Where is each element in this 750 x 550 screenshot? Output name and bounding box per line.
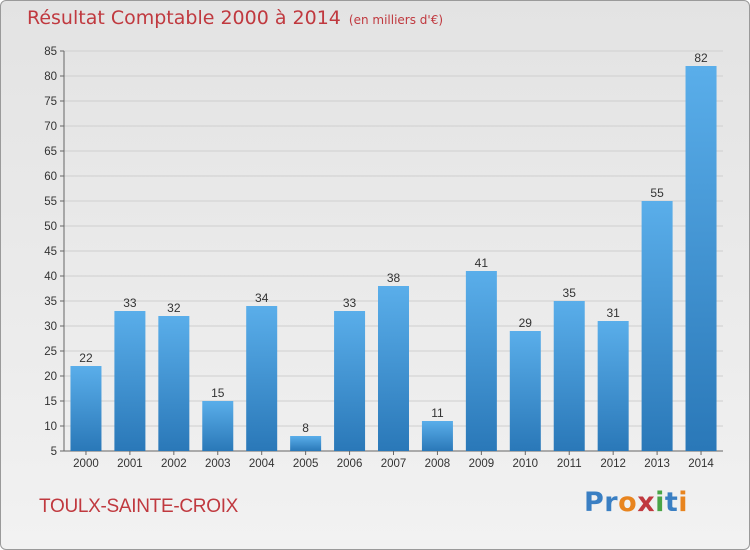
x-tick-label: 2007 xyxy=(381,458,407,470)
chart-title: Résultat Comptable 2000 à 2014 (en millie… xyxy=(27,7,443,29)
logo-letter: r xyxy=(604,487,619,518)
data-label: 33 xyxy=(343,296,357,310)
bars xyxy=(70,66,717,451)
x-tick-label: 2011 xyxy=(557,458,582,470)
bar xyxy=(597,321,629,451)
y-tick-label: 80 xyxy=(44,71,57,83)
x-tick-label: 2010 xyxy=(513,458,539,470)
y-tick-label: 15 xyxy=(44,396,57,408)
bar xyxy=(509,331,541,451)
town-name: TOULX-SAINTE-CROIX xyxy=(39,496,239,517)
data-label: 22 xyxy=(79,351,93,365)
y-tick-label: 75 xyxy=(44,96,57,108)
y-tick-label: 55 xyxy=(44,196,57,208)
proxiti-logo[interactable]: Proxiti xyxy=(584,487,688,518)
data-label: 11 xyxy=(431,406,444,420)
bar xyxy=(334,311,366,451)
y-tick-label: 60 xyxy=(44,171,57,183)
title-main: Résultat Comptable 2000 à 2014 xyxy=(27,7,341,29)
bar xyxy=(421,421,453,451)
axes: 5 10 15 20 25 30 35 40 45 50 55 60 65 70 75 80 85 2000 200… xyxy=(44,46,723,470)
x-tick-label: 2000 xyxy=(73,458,99,470)
logo-letter: o xyxy=(618,487,638,518)
x-tick-label: 2006 xyxy=(337,458,363,470)
x-tick-label: 2008 xyxy=(425,458,451,470)
data-label: 35 xyxy=(563,286,577,300)
data-label: 41 xyxy=(475,256,489,270)
logo-letter: x xyxy=(637,487,656,518)
data-label: 31 xyxy=(606,306,620,320)
logo-letter: i xyxy=(655,487,665,518)
data-label: 8 xyxy=(302,421,309,435)
bar xyxy=(114,311,146,451)
x-tick-label: 2005 xyxy=(293,458,319,470)
logo-letter: i xyxy=(678,487,689,518)
title-unit: (en milliers d'€) xyxy=(348,13,444,27)
logo-letter: P xyxy=(584,487,605,518)
data-labels: 22 33 32 15 34 8 33 38 11 41 29 35 31 55 82 xyxy=(79,51,708,435)
bar xyxy=(246,306,278,451)
x-tick-label: 2004 xyxy=(249,458,275,470)
data-label: 15 xyxy=(211,386,225,400)
y-tick-label: 30 xyxy=(44,321,57,333)
bar xyxy=(290,436,322,451)
bar xyxy=(70,366,102,451)
data-label: 32 xyxy=(167,301,181,315)
data-label: 34 xyxy=(255,291,269,305)
data-label: 82 xyxy=(694,51,708,65)
y-tick-label: 50 xyxy=(44,221,57,233)
x-tick-label: 2002 xyxy=(161,458,187,470)
data-label: 33 xyxy=(123,296,137,310)
y-tick-label: 5 xyxy=(51,446,57,458)
data-label: 55 xyxy=(650,186,664,200)
x-tick-label: 2001 xyxy=(117,458,143,470)
y-tick-label: 35 xyxy=(44,296,57,308)
bar xyxy=(553,301,585,451)
x-tick-label: 2013 xyxy=(644,458,670,470)
data-label: 29 xyxy=(519,316,533,330)
y-tick-label: 45 xyxy=(44,246,57,258)
x-tick-label: 2014 xyxy=(688,458,714,470)
bar xyxy=(465,271,497,451)
y-tick-label: 65 xyxy=(44,146,57,158)
y-tick-label: 20 xyxy=(44,371,57,383)
x-tick-label: 2012 xyxy=(600,458,626,470)
logo-letter: t xyxy=(664,487,679,518)
x-tick-label: 2009 xyxy=(469,458,495,470)
bar xyxy=(685,66,717,451)
bar xyxy=(378,286,409,451)
y-tick-label: 25 xyxy=(44,346,57,358)
y-tick-label: 40 xyxy=(44,271,57,283)
bar xyxy=(641,201,673,451)
y-tick-label: 85 xyxy=(44,46,57,58)
data-label: 38 xyxy=(387,271,401,285)
bar xyxy=(158,316,190,451)
y-tick-label: 10 xyxy=(44,421,57,433)
bar xyxy=(202,401,234,451)
y-tick-label: 70 xyxy=(44,121,57,133)
x-tick-label: 2003 xyxy=(205,458,231,470)
